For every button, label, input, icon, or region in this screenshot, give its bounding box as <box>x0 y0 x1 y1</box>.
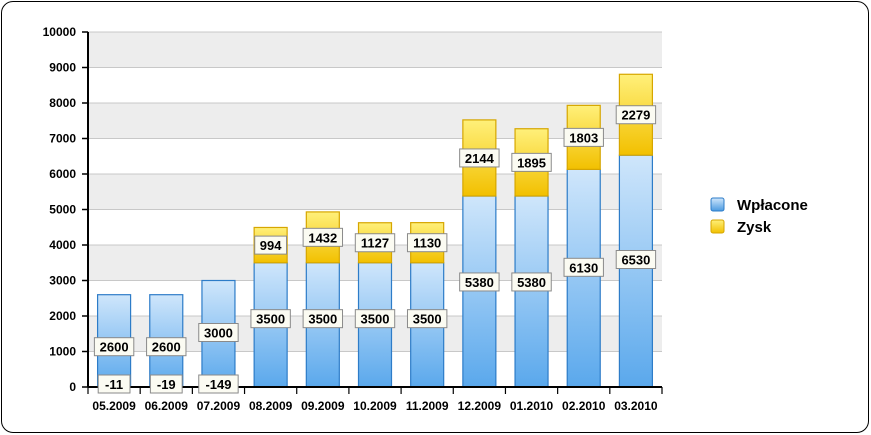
data-label-zysk: -19 <box>157 377 176 392</box>
legend-label: Zysk <box>737 219 772 236</box>
data-label-zysk-box <box>149 374 183 394</box>
bar-wplacone <box>566 168 601 388</box>
x-tick-label: 02.2010 <box>562 399 606 413</box>
x-tick-label: 10.2009 <box>353 399 397 413</box>
legend: Wpłacone Zysk <box>710 197 808 236</box>
data-label-wplacone-box <box>511 272 552 292</box>
y-tick-label: 2000 <box>49 309 76 323</box>
y-tick-label: 9000 <box>49 61 76 75</box>
data-label-zysk: 1432 <box>308 230 337 245</box>
data-label-zysk: 1803 <box>569 130 598 145</box>
data-label-wplacone: 5380 <box>517 275 546 290</box>
data-label-zysk: 994 <box>260 238 282 253</box>
data-label-wplacone: 5380 <box>465 275 494 290</box>
grid-band <box>88 67 662 103</box>
data-label-zysk-box <box>198 374 239 394</box>
y-tick-label: 4000 <box>49 238 76 252</box>
data-label-wplacone-box <box>406 309 448 329</box>
data-label-wplacone: 6130 <box>569 260 598 275</box>
data-label-zysk: 1895 <box>517 155 546 170</box>
y-tick-label: 7000 <box>49 132 76 146</box>
axes: 0 1000 2000 3000 4000 5000 6000 7000 8000 9000 100… <box>43 25 663 413</box>
x-tick-label: 06.2009 <box>145 399 189 413</box>
data-label-wplacone-box <box>354 309 396 329</box>
data-label-wplacone-box <box>146 337 187 357</box>
y-tick-label: 8000 <box>49 96 76 110</box>
data-label-zysk-box <box>354 233 396 253</box>
y-tick-label: 5000 <box>49 203 76 217</box>
data-label-wplacone: 2600 <box>100 340 129 355</box>
y-tick-label: 1000 <box>49 345 76 359</box>
data-label-zysk: -11 <box>105 377 123 392</box>
data-label-zysk-box <box>302 227 344 247</box>
x-tick-label: 12.2009 <box>458 399 502 413</box>
data-label-wplacone-box <box>250 309 291 329</box>
data-label-zysk-box <box>459 148 500 168</box>
x-tick-label: 09.2009 <box>301 399 345 413</box>
data-label-wplacone-box <box>93 337 135 357</box>
data-label-zysk: 2144 <box>465 151 495 166</box>
data-label-zysk: -149 <box>205 377 231 392</box>
data-label-zysk-box <box>254 235 288 255</box>
data-label-wplacone-box <box>198 323 239 342</box>
data-label-zysk: 1130 <box>413 236 441 251</box>
data-label-wplacone-box <box>459 272 500 292</box>
data-label-zysk-box <box>97 374 131 394</box>
data-labels: 2600 -11 2600 -19 3000 -149 3500 994 3500 1432 350… <box>93 105 657 394</box>
x-tick-label: 07.2009 <box>197 399 241 413</box>
bar-wplacone <box>618 154 654 388</box>
x-tick-label: 08.2009 <box>249 399 293 413</box>
data-label-wplacone: 3500 <box>256 312 285 327</box>
data-label-wplacone: 3500 <box>308 312 337 327</box>
data-label-wplacone-box <box>563 257 604 277</box>
grid-band <box>88 174 662 210</box>
x-tick-label: 11.2009 <box>406 399 449 413</box>
data-label-zysk-box <box>563 127 604 147</box>
y-tick-label: 6000 <box>49 167 76 181</box>
data-label-zysk-box <box>406 233 448 253</box>
bar-wplacone <box>462 195 497 388</box>
data-label-zysk: 1127 <box>361 236 389 251</box>
data-label-zysk-box <box>615 105 657 125</box>
data-label-wplacone: 3500 <box>413 312 442 327</box>
y-tick-label: 10000 <box>43 25 77 39</box>
x-tick-label: 01.2010 <box>510 399 554 413</box>
y-tick-label: 3000 <box>49 274 76 288</box>
data-label-wplacone: 3500 <box>361 312 390 327</box>
y-tick-label: 0 <box>69 380 76 394</box>
bar-wplacone <box>514 195 549 388</box>
x-tick-label: 03.2010 <box>614 399 658 413</box>
data-label-wplacone-box <box>615 250 657 270</box>
data-label-wplacone-box <box>302 309 344 329</box>
x-tick-label: 05.2009 <box>92 399 136 413</box>
data-label-zysk-box <box>511 152 552 172</box>
data-label-wplacone: 2600 <box>152 340 181 355</box>
legend-label: Wpłacone <box>737 197 808 214</box>
grid-band <box>88 32 662 68</box>
legend-swatch <box>710 197 725 212</box>
data-label-wplacone: 3000 <box>204 326 233 341</box>
data-label-wplacone: 6530 <box>621 253 650 268</box>
data-label-zysk: 2279 <box>621 108 650 123</box>
legend-swatch <box>710 219 725 234</box>
